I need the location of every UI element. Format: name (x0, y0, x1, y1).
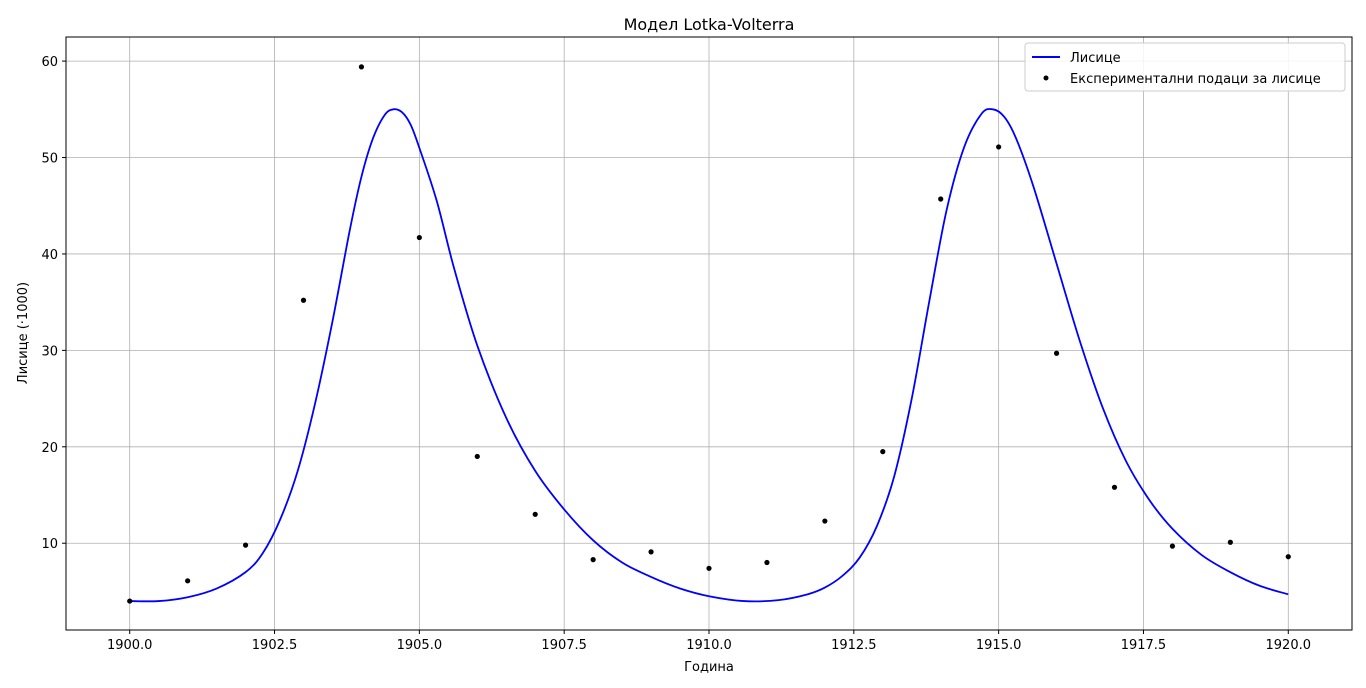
y-tick-label: 60 (41, 55, 58, 70)
x-tick-label: 1907.5 (541, 638, 587, 653)
data-point (242, 542, 249, 548)
data-point (822, 518, 828, 524)
y-tick-label: 30 (41, 344, 58, 359)
legend: Лисице Експериментални подаци за лисице (1024, 42, 1346, 92)
data-point (185, 578, 191, 584)
axis-ticks: 1900.0 1902.5 1905.0 1907.5 1910.0 1912.5 1915… (41, 55, 1311, 653)
data-point (1053, 350, 1060, 356)
series-line-lisice (129, 108, 1289, 603)
x-axis-title: Година (684, 660, 734, 675)
x-tick-label: 1905.0 (397, 638, 443, 653)
x-tick-label: 1917.5 (1121, 638, 1167, 653)
x-tick-label: 1900.0 (107, 638, 153, 653)
data-point (764, 559, 770, 566)
data-point (880, 449, 886, 455)
x-tick-label: 1910.0 (686, 638, 732, 653)
data-point (474, 453, 480, 460)
data-point (416, 234, 422, 241)
data-point (938, 196, 944, 202)
y-axis-title: Лисице (·1000) (16, 282, 31, 384)
legend-label-scatter-series: Експериментални подаци за лисице (1070, 72, 1321, 87)
data-point (1111, 484, 1118, 490)
data-point (1285, 554, 1291, 560)
legend-swatch-marker (1043, 75, 1049, 81)
data-point (1169, 543, 1176, 549)
legend-label-line-series: Лисице (1070, 51, 1121, 66)
y-tick-label: 20 (41, 441, 58, 456)
x-tick-label: 1902.5 (252, 638, 298, 653)
data-point (300, 297, 307, 303)
data-point (648, 549, 654, 555)
chart-title: Модел Lotka-Volterra (624, 15, 795, 34)
x-tick-label: 1915.0 (976, 638, 1022, 653)
series-layer (127, 64, 1291, 604)
grid (66, 37, 1352, 630)
x-tick-label: 1920.0 (1266, 638, 1312, 653)
data-point (706, 565, 712, 571)
data-point (358, 64, 365, 70)
data-point (1227, 539, 1233, 545)
data-point (590, 557, 596, 563)
data-point (532, 511, 538, 517)
data-point (996, 144, 1002, 150)
data-point (127, 598, 133, 604)
x-tick-label: 1912.5 (831, 638, 877, 653)
legend-box (1024, 42, 1346, 92)
y-tick-label: 50 (41, 152, 58, 167)
y-tick-label: 40 (41, 248, 58, 263)
y-tick-label: 10 (41, 537, 58, 552)
